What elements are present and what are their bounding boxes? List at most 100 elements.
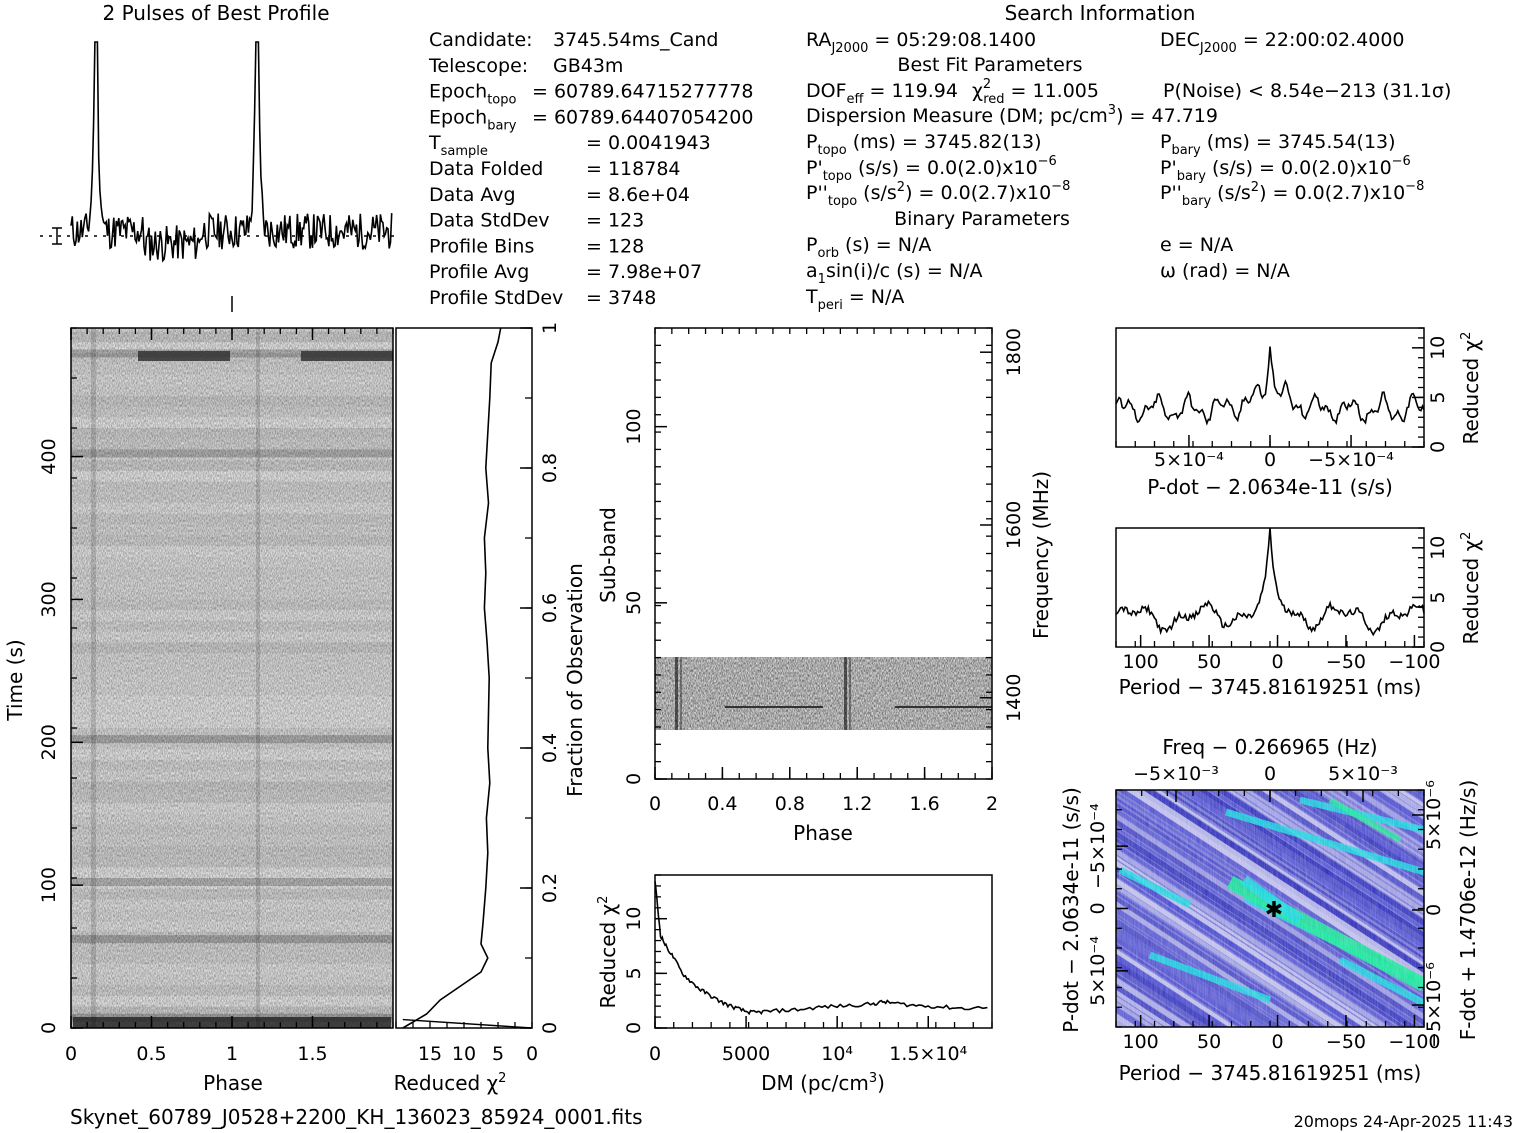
tick-label: 5×10⁻⁴ xyxy=(1154,449,1224,471)
time-row xyxy=(71,856,393,868)
info-label: Epochtopo xyxy=(429,81,516,108)
tick-label: 1400 xyxy=(1003,674,1025,722)
pddtopo-line: P''topo (s/s2) = 0.0(2.7)x10−8 xyxy=(806,179,1070,209)
tick-label: 50 xyxy=(1197,651,1221,673)
dm-axes: 0 5000 10⁴ 1.5×10⁴ 0 5 10 xyxy=(623,874,993,1065)
tick-label: 0 xyxy=(1423,904,1445,916)
subband-ylabel: Sub-band xyxy=(596,507,620,603)
time-row xyxy=(71,385,393,396)
tick-label: 15 xyxy=(418,1043,442,1065)
tick-label: −100 xyxy=(1388,1031,1440,1053)
info-value: = 8.6e+04 xyxy=(586,184,690,206)
time-row xyxy=(71,535,393,546)
chi2-line xyxy=(1115,527,1425,637)
time-row xyxy=(71,728,393,739)
time-row xyxy=(71,449,393,461)
pbary-line: Pbary (ms) = 3745.54(13) xyxy=(1160,131,1396,158)
p-pdot-axes: 100 50 0 −50 −100 −5×10⁻³ 0 5×10⁻³ −5×10⁻⁴ 0 5×10⁻… xyxy=(1087,763,1445,1053)
info-value: GB43m xyxy=(553,55,623,77)
time-row xyxy=(71,406,393,418)
tick-label: 5 xyxy=(1427,391,1449,403)
time-row xyxy=(71,545,393,557)
best-fit-title: Best Fit Parameters xyxy=(897,54,1082,76)
time-row xyxy=(71,803,393,814)
pdbary-line: P'bary (s/s) = 0.0(2.0)x10−6 xyxy=(1160,154,1411,184)
time-row xyxy=(71,899,393,911)
p-pdot-title: Freq − 0.266965 (Hz) xyxy=(1162,735,1377,759)
time-row xyxy=(71,556,393,568)
search-info-title: Search Information xyxy=(1005,1,1196,25)
tick-label: 0 xyxy=(623,773,645,785)
time-chi2-line xyxy=(402,327,502,1029)
time-row xyxy=(71,985,393,996)
tick-label: 0.8 xyxy=(539,453,561,483)
time-row xyxy=(71,578,393,589)
info-label: Tsample xyxy=(428,132,488,159)
time-row xyxy=(71,631,393,643)
a1-line: a1sin(i)/c (s) = N/A xyxy=(806,260,982,287)
stripe xyxy=(1444,760,1517,1060)
ptopo-line: Ptopo (ms) = 3745.82(13) xyxy=(806,131,1042,158)
time-row xyxy=(71,342,393,353)
time-row xyxy=(71,374,393,386)
time-row xyxy=(71,920,393,932)
time-row xyxy=(71,492,393,503)
p-pdot-xlabel: Period − 3745.81619251 (ms) xyxy=(1119,1061,1422,1085)
time-row xyxy=(71,953,393,964)
info-label: Profile Bins xyxy=(429,235,534,257)
dark-row xyxy=(71,349,393,358)
tick-label: −5×10⁻⁶ xyxy=(1423,962,1445,1048)
stripe xyxy=(1498,760,1517,1060)
time-row xyxy=(71,824,393,836)
time-row xyxy=(71,770,393,782)
dark-row xyxy=(71,735,393,744)
profile-panel: 2 Pulses of Best Profile xyxy=(40,1,396,312)
time-row xyxy=(71,513,393,525)
profile-line xyxy=(70,41,393,263)
dm-panel: 0 5000 10⁴ 1.5×10⁴ 0 5 10 DM (pc/cm3) Reduced … xyxy=(596,874,993,1095)
tick-label: 100 xyxy=(1123,1031,1159,1053)
time-row xyxy=(71,674,393,686)
tick-label: 0 xyxy=(526,1043,538,1065)
period-xlabel: Period − 3745.81619251 (ms) xyxy=(1119,675,1422,699)
tick-label: 1600 xyxy=(1003,501,1025,549)
time-row xyxy=(71,567,393,578)
tick-label: 400 xyxy=(38,438,60,474)
tick-label: 0 xyxy=(623,1022,645,1034)
info-value: 3745.54ms_Cand xyxy=(553,29,719,51)
subband-panel: 0 0.4 0.8 1.2 1.6 2 0 50 100 1400 1600 1800 Phase S… xyxy=(596,327,1053,845)
time-row xyxy=(71,781,393,793)
dark-row xyxy=(71,878,393,886)
tick-label: 0 xyxy=(65,1043,77,1065)
time-phase-xlabel: Phase xyxy=(203,1071,263,1095)
time-phase-ylabel: Time (s) xyxy=(3,639,27,721)
time-row xyxy=(71,610,393,621)
time-row xyxy=(71,599,393,611)
footer-filename: Skynet_60789_J0528+2200_KH_136023_85924_… xyxy=(70,1105,643,1129)
time-row xyxy=(71,931,393,943)
time-phase-image xyxy=(71,328,393,1028)
tick-label: 50 xyxy=(623,591,645,615)
tick-label: 10⁴ xyxy=(821,1043,853,1065)
tick-label: 1.2 xyxy=(842,793,872,815)
tick-label: 0 xyxy=(649,793,661,815)
info-value: = 128 xyxy=(586,235,644,257)
pdot-marks xyxy=(1115,346,1425,426)
dec-line: DECJ2000 = 22:00:02.4000 xyxy=(1160,29,1405,56)
tick-label: 100 xyxy=(1123,651,1159,673)
pddbary-line: P''bary (s/s2) = 0.0(2.7)x10−8 xyxy=(1160,179,1424,209)
info-value: = 3748 xyxy=(586,287,656,309)
tick-label: 0.6 xyxy=(539,593,561,623)
pdtopo-line: P'topo (s/s) = 0.0(2.0)x10−6 xyxy=(806,154,1057,184)
e-line: e = N/A xyxy=(1160,234,1233,256)
tick-label: 5 xyxy=(1427,591,1449,603)
time-row xyxy=(71,395,393,407)
info-value: = 123 xyxy=(586,210,644,232)
ra-line: RAJ2000 = 05:29:08.1400 xyxy=(806,29,1036,56)
info-label: Data Folded xyxy=(429,158,543,180)
dm-xlabel: DM (pc/cm3) xyxy=(761,1071,885,1095)
time-row xyxy=(71,428,393,439)
period-panel: 0 5 10 100 50 0 −50 −100 Period − 3745.81619251… xyxy=(1115,527,1483,699)
time-row xyxy=(71,481,393,493)
period-ylabel: Reduced χ2 xyxy=(1459,532,1483,645)
